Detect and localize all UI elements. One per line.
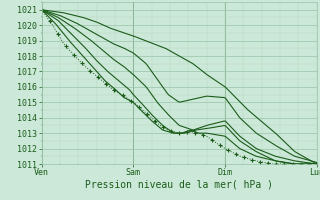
X-axis label: Pression niveau de la mer( hPa ): Pression niveau de la mer( hPa )	[85, 180, 273, 190]
